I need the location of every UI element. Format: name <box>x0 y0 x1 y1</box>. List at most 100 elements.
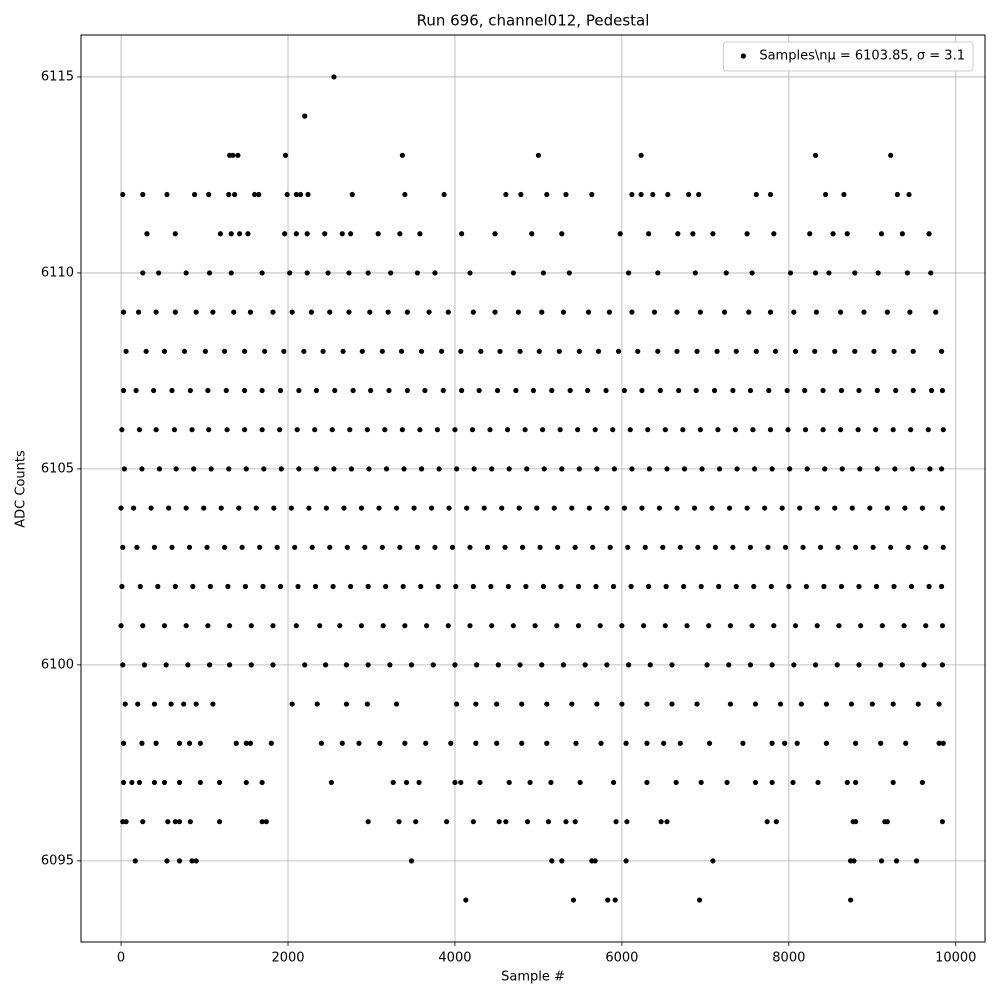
data-point <box>821 583 827 590</box>
data-point <box>164 858 170 864</box>
data-point <box>522 427 528 433</box>
data-point <box>516 505 522 511</box>
data-point <box>838 387 845 394</box>
data-point <box>416 779 422 786</box>
data-point <box>852 270 858 276</box>
data-point <box>403 779 410 786</box>
data-point <box>404 309 410 315</box>
data-point <box>432 270 438 276</box>
data-point <box>527 779 533 786</box>
data-point <box>888 152 894 158</box>
data-point <box>504 427 511 433</box>
data-point <box>641 623 647 629</box>
data-point <box>459 387 465 394</box>
data-point <box>752 779 759 786</box>
data-point <box>537 544 543 550</box>
data-point <box>293 231 299 237</box>
data-point <box>628 583 634 590</box>
data-point <box>890 427 896 433</box>
data-point <box>681 583 687 590</box>
data-point <box>695 544 701 550</box>
data-point <box>857 466 863 472</box>
data-point <box>658 819 664 825</box>
data-point <box>302 662 308 668</box>
data-point <box>259 270 265 276</box>
data-point <box>604 662 610 668</box>
data-point <box>259 779 265 786</box>
data-point <box>610 427 616 433</box>
data-point <box>387 662 393 668</box>
data-point <box>379 348 385 354</box>
data-point <box>121 466 128 472</box>
data-point <box>800 544 806 550</box>
data-point <box>235 152 241 158</box>
data-point <box>139 740 145 746</box>
data-point <box>312 583 319 590</box>
data-point <box>440 387 446 394</box>
data-point <box>586 505 592 511</box>
data-point <box>638 152 644 158</box>
data-point <box>607 544 613 550</box>
data-point <box>470 309 476 315</box>
data-point <box>418 583 424 590</box>
data-point <box>873 427 879 433</box>
data-point <box>592 858 598 864</box>
data-point <box>193 701 199 707</box>
data-point <box>878 231 885 237</box>
data-point <box>253 505 259 511</box>
data-point <box>153 740 159 746</box>
data-point <box>287 270 293 276</box>
data-point <box>169 544 175 550</box>
data-point <box>216 779 223 786</box>
data-point <box>181 701 187 707</box>
data-point <box>210 309 216 315</box>
data-point <box>119 583 125 590</box>
data-point <box>231 309 237 315</box>
data-point <box>221 348 228 354</box>
data-point <box>225 583 231 590</box>
data-point <box>463 897 469 903</box>
data-point <box>417 427 423 433</box>
data-point <box>855 427 861 433</box>
data-point <box>544 191 550 198</box>
data-point <box>940 544 946 550</box>
data-point <box>519 740 525 746</box>
data-point <box>714 348 720 354</box>
data-point <box>563 819 569 825</box>
data-point <box>585 309 592 315</box>
data-point <box>902 505 908 511</box>
data-point <box>224 427 230 433</box>
data-point <box>524 819 531 825</box>
data-point <box>879 623 885 629</box>
data-point <box>753 348 759 354</box>
data-point <box>397 544 403 550</box>
data-point <box>851 858 857 864</box>
data-point <box>928 270 934 276</box>
data-point <box>207 583 213 590</box>
data-point <box>186 544 193 550</box>
data-point <box>176 779 183 786</box>
data-point <box>446 505 452 511</box>
data-point <box>853 819 859 825</box>
data-point <box>874 387 880 394</box>
data-point <box>245 231 251 237</box>
data-point <box>143 348 149 354</box>
data-point <box>434 427 441 433</box>
data-point <box>459 231 465 237</box>
data-point <box>365 583 371 590</box>
data-point <box>398 348 405 354</box>
data-point <box>453 583 459 590</box>
data-point <box>153 309 159 315</box>
data-point <box>404 387 410 394</box>
data-point <box>680 427 686 433</box>
data-point <box>217 231 223 237</box>
data-point <box>619 623 625 629</box>
data-point <box>268 740 274 746</box>
data-point <box>164 191 170 198</box>
data-point <box>348 583 354 590</box>
data-point <box>706 740 713 746</box>
data-point <box>503 191 509 198</box>
data-point <box>137 583 143 590</box>
data-point <box>910 387 916 394</box>
data-point <box>572 819 578 825</box>
